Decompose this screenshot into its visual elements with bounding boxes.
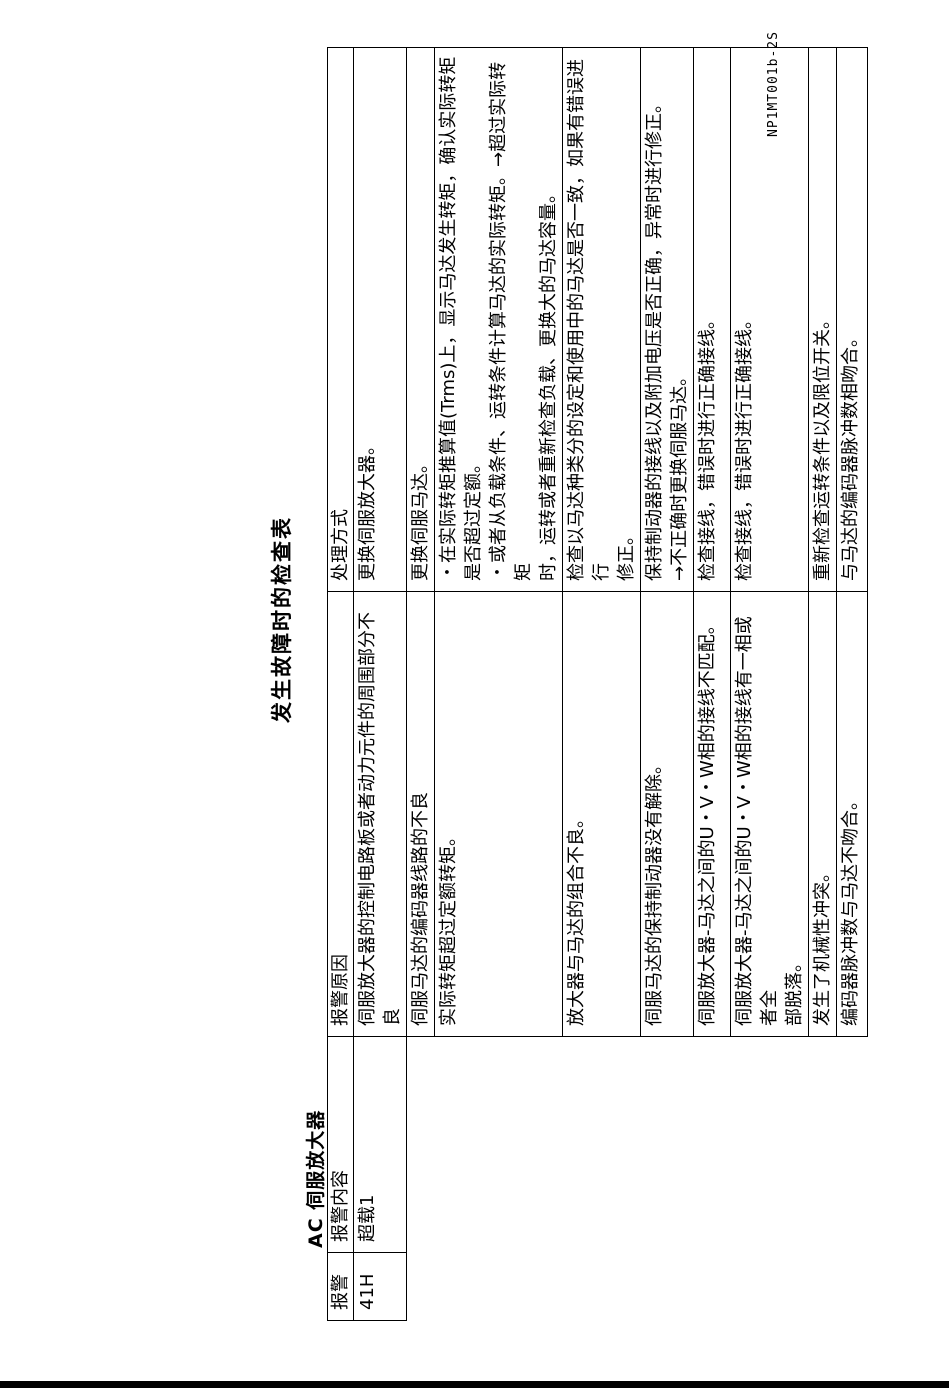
cause-cell: 伺服放大器的控制电路板或者动力元件的周围部分不良 (353, 591, 407, 1037)
empty-cell (731, 1253, 809, 1321)
empty-cell (563, 1253, 641, 1321)
empty-cell (407, 1037, 435, 1253)
table-header-row: 报警 报警内容 报警原因 处理方式 (327, 47, 354, 1321)
remedy-cell: 重新检查运转条件以及限位开关。 (808, 47, 837, 592)
table-row: 编码器脉冲数与马达不吻合。 与马达的编码器脉冲数相吻合。 (836, 47, 868, 1321)
empty-cell (563, 1037, 641, 1253)
header-cause: 报警原因 (327, 591, 354, 1037)
empty-cell (809, 1037, 837, 1253)
empty-cell (694, 1253, 731, 1321)
empty-cell (407, 1253, 435, 1321)
page-footer-rule (0, 1381, 949, 1388)
empty-cell (641, 1253, 694, 1321)
remedy-cell: 更换伺服马达。 (406, 47, 435, 592)
empty-cell (641, 1037, 694, 1253)
table-row: 伺服放大器-马达之间的U・V・W相的接线有一相或者全 部脱落。 检查接线，错误时… (730, 47, 809, 1321)
table-row: 伺服马达的编码器线路的不良 更换伺服马达。 (406, 47, 435, 1321)
remedy-cell: ・在实际转矩推算值(Trms)上，显示马达发生转矩，确认实际转矩 是否超过定额。… (434, 47, 563, 592)
cause-cell: 伺服放大器-马达之间的U・V・W相的接线不匹配。 (693, 591, 731, 1037)
header-alarm-content: 报警内容 (327, 1036, 354, 1253)
empty-cell (837, 1037, 868, 1253)
empty-cell (694, 1037, 731, 1253)
doc-number: NP1MT001b-2S (766, 31, 781, 137)
remedy-cell: 更换伺服放大器。 (353, 47, 407, 592)
empty-cell (435, 1253, 563, 1321)
empty-cell (809, 1253, 837, 1321)
alarm-code-cell: 41H (353, 1252, 407, 1321)
empty-cell (731, 1037, 809, 1253)
header-alarm: 报警 (327, 1252, 354, 1321)
cause-cell: 实际转矩超过定额转矩。 (434, 591, 563, 1037)
remedy-cell: 检查以马达种类分的设定和使用中的马达是否一致，如果有错误进行 修正。 (562, 47, 641, 592)
table-row: 伺服马达的保持制动器没有解除。 保持制动器的接线以及附加电压是否正确，异常时进行… (640, 47, 694, 1321)
empty-cell (435, 1037, 563, 1253)
table-row: 实际转矩超过定额转矩。 ・在实际转矩推算值(Trms)上，显示马达发生转矩，确认… (434, 47, 563, 1321)
cause-cell: 编码器脉冲数与马达不吻合。 (836, 591, 868, 1037)
table-row: 41H 超载1 伺服放大器的控制电路板或者动力元件的周围部分不良 更换伺服放大器… (353, 47, 407, 1321)
product-label: AC 伺服放大器 (305, 1109, 327, 1248)
alarm-content-cell: 超载1 (353, 1036, 407, 1253)
header-remedy: 处理方式 (327, 47, 354, 592)
table-row: 放大器与马达的组合不良。 检查以马达种类分的设定和使用中的马达是否一致，如果有错… (562, 47, 641, 1321)
remedy-cell: 与马达的编码器脉冲数相吻合。 (836, 47, 868, 592)
table-row: 发生了机械性冲突。 重新检查运转条件以及限位开关。 (808, 47, 837, 1321)
cause-cell: 放大器与马达的组合不良。 (562, 591, 641, 1037)
empty-cell (837, 1253, 868, 1321)
cause-cell: 伺服马达的保持制动器没有解除。 (640, 591, 694, 1037)
cause-cell: 伺服放大器-马达之间的U・V・W相的接线有一相或者全 部脱落。 (730, 591, 809, 1037)
table-row: 伺服放大器-马达之间的U・V・W相的接线不匹配。 检查接线，错误时进行正确接线。 (693, 47, 731, 1321)
cause-cell: 发生了机械性冲突。 (808, 591, 837, 1037)
cause-cell: 伺服马达的编码器线路的不良 (406, 591, 435, 1037)
page-title: 发生故障时的检查表 (270, 516, 294, 723)
remedy-cell: 检查接线，错误时进行正确接线。 (693, 47, 731, 592)
fault-check-table: 报警 报警内容 报警原因 处理方式 41H 超载1 伺服放大器的控制电路板或者动… (327, 47, 868, 1321)
remedy-cell: 保持制动器的接线以及附加电压是否正确，异常时进行修正。 →不正确时更换伺服马达。 (640, 47, 694, 592)
